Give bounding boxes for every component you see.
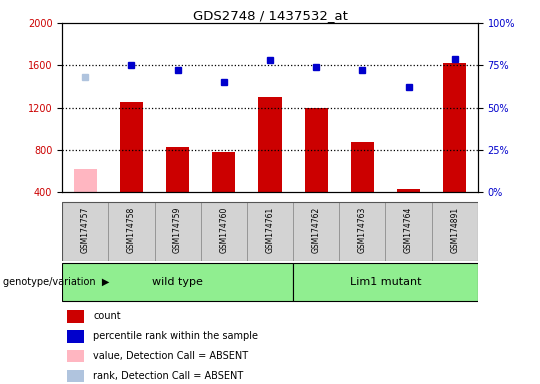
Text: GSM174762: GSM174762 bbox=[312, 207, 321, 253]
Bar bbox=[66, 310, 84, 323]
Bar bbox=[443, 63, 467, 192]
Bar bbox=[62, 202, 478, 261]
Text: GSM174761: GSM174761 bbox=[266, 207, 274, 253]
Title: GDS2748 / 1437532_at: GDS2748 / 1437532_at bbox=[193, 9, 347, 22]
Bar bbox=[293, 202, 339, 261]
Bar bbox=[109, 202, 154, 261]
Bar bbox=[305, 108, 328, 192]
Text: GSM174759: GSM174759 bbox=[173, 207, 182, 253]
Bar bbox=[259, 97, 281, 192]
Bar bbox=[397, 189, 420, 192]
Bar bbox=[73, 169, 97, 192]
Bar bbox=[62, 263, 293, 301]
Bar bbox=[293, 263, 478, 301]
Bar bbox=[166, 147, 189, 192]
Text: GSM174758: GSM174758 bbox=[127, 207, 136, 253]
Bar bbox=[154, 202, 201, 261]
Text: GSM174757: GSM174757 bbox=[80, 207, 90, 253]
Text: GSM174763: GSM174763 bbox=[358, 207, 367, 253]
Bar bbox=[66, 350, 84, 362]
Bar bbox=[386, 202, 431, 261]
Bar bbox=[120, 102, 143, 192]
Bar bbox=[212, 152, 235, 192]
Text: percentile rank within the sample: percentile rank within the sample bbox=[93, 331, 258, 341]
Text: Lim1 mutant: Lim1 mutant bbox=[350, 277, 421, 287]
Text: rank, Detection Call = ABSENT: rank, Detection Call = ABSENT bbox=[93, 371, 244, 381]
Bar bbox=[66, 330, 84, 343]
Bar bbox=[431, 202, 478, 261]
Bar bbox=[66, 370, 84, 382]
Bar bbox=[339, 202, 386, 261]
Bar bbox=[62, 202, 109, 261]
Text: GSM174760: GSM174760 bbox=[219, 207, 228, 253]
Text: GSM174764: GSM174764 bbox=[404, 207, 413, 253]
Text: value, Detection Call = ABSENT: value, Detection Call = ABSENT bbox=[93, 351, 248, 361]
Bar bbox=[247, 202, 293, 261]
Text: genotype/variation  ▶: genotype/variation ▶ bbox=[3, 277, 109, 287]
Bar bbox=[201, 202, 247, 261]
Text: GSM174891: GSM174891 bbox=[450, 207, 460, 253]
Bar bbox=[351, 142, 374, 192]
Text: count: count bbox=[93, 311, 121, 321]
Text: wild type: wild type bbox=[152, 277, 203, 287]
